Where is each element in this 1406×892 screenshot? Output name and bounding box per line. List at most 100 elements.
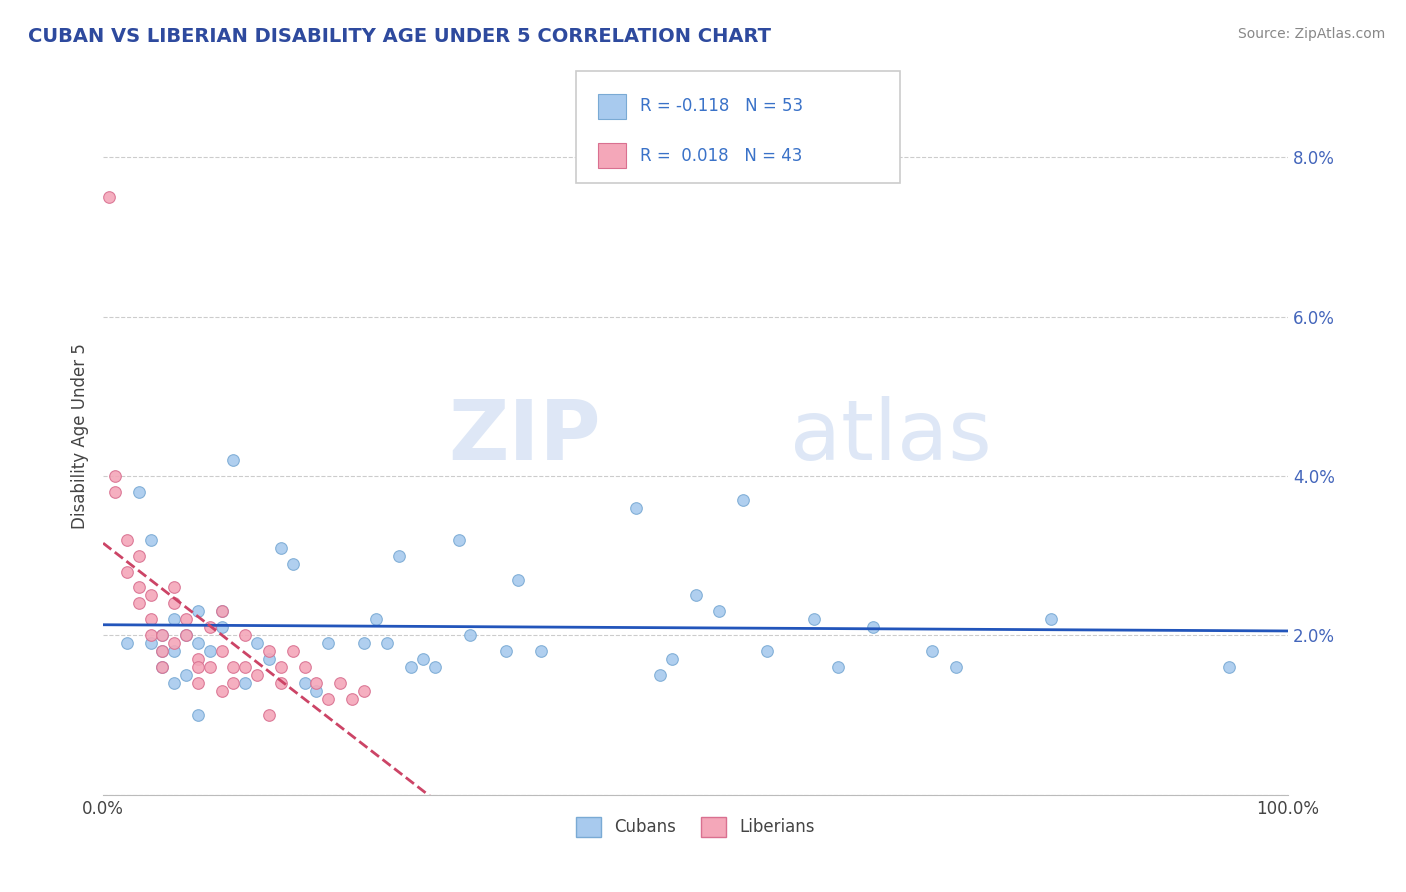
Point [945,660,967,674]
Point [198,660,221,674]
Point [294,676,316,690]
Point [139,533,162,547]
Point [211,620,233,634]
Text: ZIP: ZIP [449,395,600,476]
Point [174,668,197,682]
Point [128,484,150,499]
Point [211,604,233,618]
Text: atlas: atlas [790,395,993,476]
Point [257,708,280,723]
Point [115,565,138,579]
Point [1218,660,1240,674]
Point [128,596,150,610]
Point [150,628,173,642]
Point [104,469,127,483]
Point [353,684,375,698]
Point [174,628,197,642]
Point [139,612,162,626]
Text: R =  0.018   N = 43: R = 0.018 N = 43 [640,146,801,165]
Point [685,589,707,603]
Point [115,533,138,547]
Point [305,676,328,690]
Point [246,668,269,682]
Text: Source: ZipAtlas.com: Source: ZipAtlas.com [1237,27,1385,41]
Point [139,636,162,650]
Point [305,684,328,698]
Point [187,660,209,674]
Point [163,644,186,658]
Point [211,644,233,658]
Point [329,676,352,690]
Point [187,652,209,666]
Point [257,652,280,666]
Point [139,589,162,603]
Point [340,692,363,706]
Point [270,676,292,690]
Point [388,549,411,563]
Point [316,636,339,650]
Point [163,596,186,610]
Point [233,676,256,690]
Point [222,660,245,674]
Point [163,676,186,690]
Point [115,636,138,650]
Point [198,620,221,634]
Point [187,604,209,618]
Point [803,612,825,626]
Point [128,581,150,595]
Point [150,660,173,674]
Point [530,644,553,658]
Point [98,190,121,204]
Point [862,620,884,634]
Point [353,636,375,650]
Point [270,541,292,555]
Point [187,708,209,723]
Point [423,660,446,674]
Point [139,628,162,642]
Point [661,652,683,666]
Y-axis label: Disability Age Under 5: Disability Age Under 5 [72,343,89,529]
Point [163,581,186,595]
Point [211,684,233,698]
Point [104,484,127,499]
Point [921,644,943,658]
Point [731,492,754,507]
Point [211,604,233,618]
Point [246,636,269,650]
Point [294,660,316,674]
Point [257,644,280,658]
Point [222,453,245,467]
Point [233,628,256,642]
Point [364,612,387,626]
Legend: Cubans, Liberians: Cubans, Liberians [569,810,821,844]
Point [233,660,256,674]
Point [198,644,221,658]
Point [377,636,399,650]
Point [316,692,339,706]
Point [447,533,470,547]
Point [128,549,150,563]
Point [174,628,197,642]
Point [399,660,422,674]
Point [150,644,173,658]
Point [150,628,173,642]
Point [163,636,186,650]
Point [222,676,245,690]
Point [174,612,197,626]
Text: R = -0.118   N = 53: R = -0.118 N = 53 [640,97,803,115]
Point [626,500,648,515]
Point [1039,612,1062,626]
Point [187,636,209,650]
Point [648,668,671,682]
Point [187,676,209,690]
Point [270,660,292,674]
Point [281,644,304,658]
Point [163,612,186,626]
Point [506,573,529,587]
Point [755,644,778,658]
Point [495,644,517,658]
Point [709,604,731,618]
Point [150,660,173,674]
Point [412,652,434,666]
Point [827,660,849,674]
